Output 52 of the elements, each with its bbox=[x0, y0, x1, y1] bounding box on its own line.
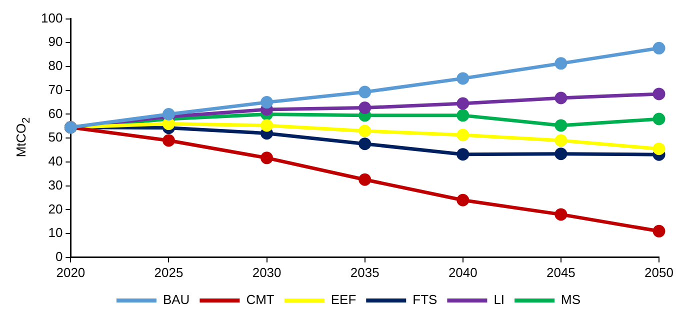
y-tick-label: 0 bbox=[55, 248, 63, 264]
point bbox=[652, 42, 666, 54]
y-tick-label: 20 bbox=[48, 201, 63, 216]
x-tick-label: 2030 bbox=[252, 264, 282, 280]
legend-label: FTS bbox=[412, 292, 438, 308]
point bbox=[358, 102, 372, 114]
x-tick-label: 2040 bbox=[448, 264, 478, 280]
point bbox=[554, 57, 568, 70]
y-tick-label: 40 bbox=[48, 154, 63, 169]
point bbox=[456, 148, 470, 161]
y-tick-label: 50 bbox=[48, 130, 63, 145]
y-tick-label: 30 bbox=[48, 177, 63, 192]
legend-label: EEF bbox=[330, 292, 356, 308]
y-tick-label: 100 bbox=[40, 10, 63, 26]
point bbox=[652, 142, 666, 156]
x-tick-label: 2045 bbox=[546, 264, 576, 280]
y-tick-label: 10 bbox=[48, 225, 63, 240]
legend-label: LI bbox=[494, 292, 505, 308]
x-tick-label: 2050 bbox=[644, 264, 674, 280]
point bbox=[456, 128, 470, 142]
x-tick-label: 2025 bbox=[154, 264, 184, 280]
legend-label: BAU bbox=[162, 292, 190, 308]
point bbox=[456, 72, 470, 85]
point bbox=[162, 118, 175, 130]
point bbox=[554, 148, 568, 160]
point bbox=[260, 119, 274, 132]
legend-label: CMT bbox=[246, 292, 274, 308]
point bbox=[162, 108, 175, 120]
point bbox=[358, 124, 372, 138]
y-tick-label: 70 bbox=[48, 82, 63, 97]
point bbox=[554, 92, 568, 104]
point bbox=[652, 112, 666, 126]
legend-label: MS bbox=[561, 292, 581, 308]
point bbox=[260, 96, 274, 109]
point bbox=[456, 109, 470, 122]
point bbox=[358, 138, 372, 150]
point bbox=[456, 194, 470, 206]
point bbox=[162, 134, 175, 147]
y-tick-label: 90 bbox=[48, 34, 63, 50]
point bbox=[554, 119, 568, 132]
y-tick-label: 80 bbox=[48, 58, 63, 74]
y-tick-label: 60 bbox=[48, 106, 63, 121]
point bbox=[260, 152, 274, 164]
x-tick-label: 2020 bbox=[56, 264, 86, 280]
point bbox=[554, 134, 568, 147]
point bbox=[358, 86, 372, 98]
point bbox=[554, 208, 568, 221]
x-tick-label: 2035 bbox=[350, 264, 380, 280]
point bbox=[456, 97, 470, 110]
point bbox=[358, 173, 372, 186]
point bbox=[652, 88, 666, 100]
point bbox=[652, 224, 666, 238]
